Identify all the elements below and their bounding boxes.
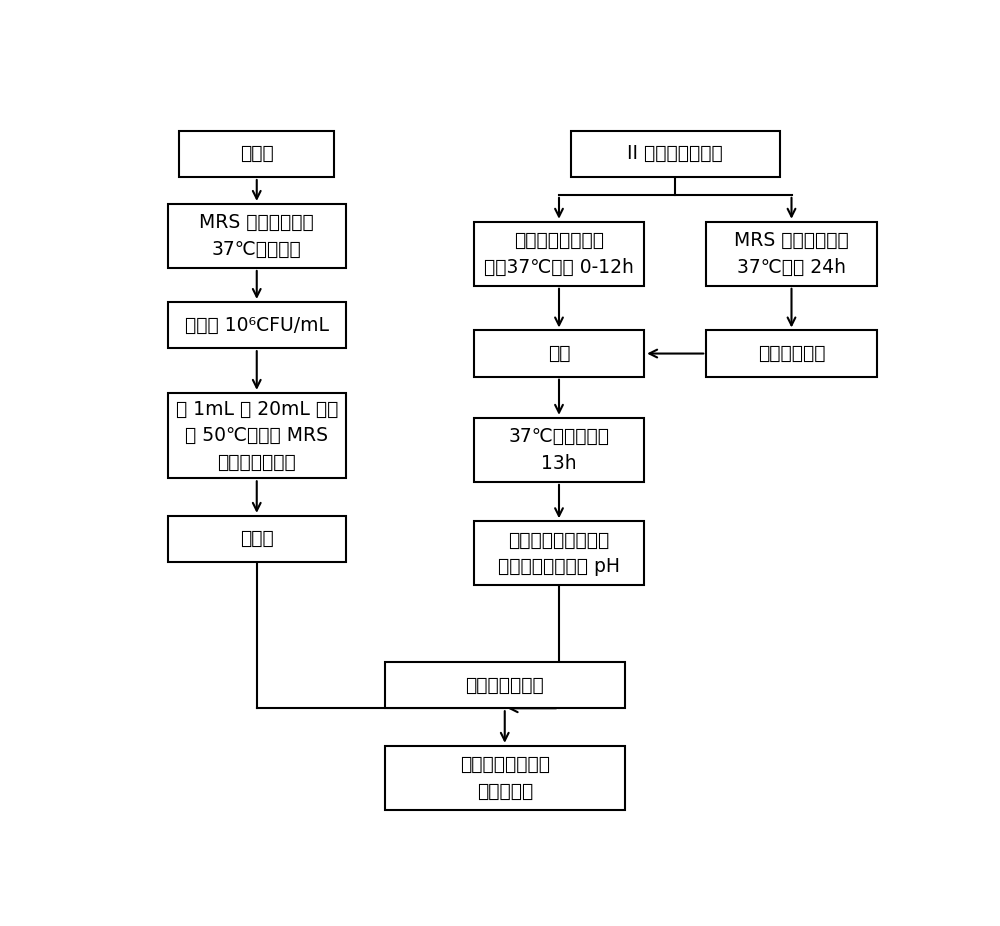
Text: 指示菌: 指示菌 bbox=[240, 144, 274, 163]
FancyBboxPatch shape bbox=[474, 221, 644, 286]
FancyBboxPatch shape bbox=[168, 393, 346, 479]
Text: MRS 液体培养基，
37℃培养过夜: MRS 液体培养基， 37℃培养过夜 bbox=[199, 213, 314, 258]
FancyBboxPatch shape bbox=[179, 131, 334, 177]
FancyBboxPatch shape bbox=[168, 204, 346, 268]
FancyBboxPatch shape bbox=[474, 331, 644, 377]
Text: 测定细菌素活性: 测定细菌素活性 bbox=[465, 676, 544, 694]
FancyBboxPatch shape bbox=[571, 131, 780, 177]
FancyBboxPatch shape bbox=[168, 516, 346, 562]
Text: 倒平板: 倒平板 bbox=[240, 530, 274, 548]
Text: 判断待检测肽是否
是自诱导肽: 判断待检测肽是否 是自诱导肽 bbox=[460, 755, 550, 801]
Text: II 类细菌素产生菌: II 类细菌素产生菌 bbox=[627, 144, 723, 163]
Text: 取 1mL 与 20mL 冷却
至 50℃左右的 MRS
固体培养基混匀: 取 1mL 与 20mL 冷却 至 50℃左右的 MRS 固体培养基混匀 bbox=[176, 399, 338, 471]
FancyBboxPatch shape bbox=[474, 521, 644, 585]
FancyBboxPatch shape bbox=[385, 662, 625, 708]
FancyBboxPatch shape bbox=[168, 302, 346, 348]
Text: 改良的脱脂乳培养
基，37℃培养 0-12h: 改良的脱脂乳培养 基，37℃培养 0-12h bbox=[484, 231, 634, 277]
Text: 稀释至 10⁶CFU/mL: 稀释至 10⁶CFU/mL bbox=[185, 316, 329, 334]
Text: 37℃继续培养至
13h: 37℃继续培养至 13h bbox=[509, 427, 610, 472]
FancyBboxPatch shape bbox=[385, 745, 625, 810]
Text: MRS 液体培养基，
37℃培养 24h: MRS 液体培养基， 37℃培养 24h bbox=[734, 231, 849, 277]
FancyBboxPatch shape bbox=[474, 418, 644, 482]
FancyBboxPatch shape bbox=[706, 221, 877, 286]
Text: 得到培养物（制备发
酵上清液），调节 pH: 得到培养物（制备发 酵上清液），调节 pH bbox=[498, 531, 620, 576]
Text: 诱导: 诱导 bbox=[548, 344, 570, 363]
FancyBboxPatch shape bbox=[706, 331, 877, 377]
Text: 制备待检测肽: 制备待检测肽 bbox=[758, 344, 825, 363]
